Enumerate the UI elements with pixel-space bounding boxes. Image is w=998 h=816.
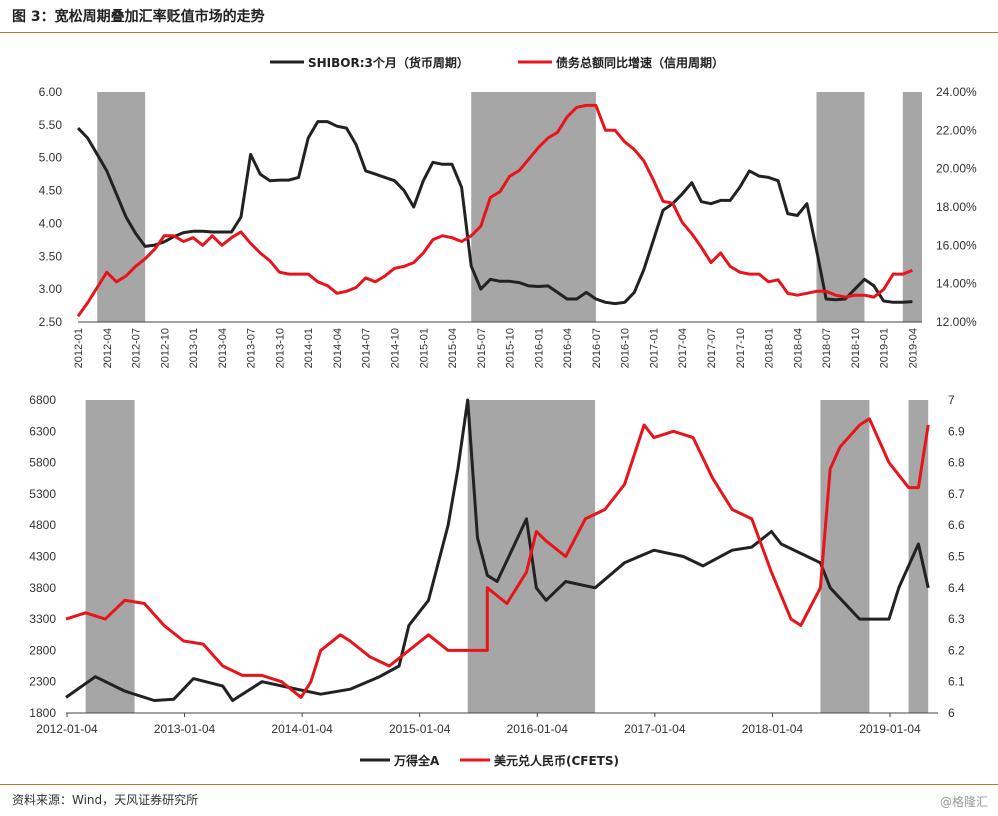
- x-tick-label: 2015-01: [418, 328, 430, 368]
- x-tick-label: 2016-04: [562, 328, 574, 368]
- x-tick-label: 2016-07: [591, 328, 603, 368]
- legend-label-windA: 万得全A: [393, 753, 440, 768]
- x-tick-label: 2017-01: [648, 328, 660, 368]
- y-left-tick-label: 5.00: [39, 151, 63, 165]
- x-tick-label: 2014-01-04: [271, 722, 333, 736]
- y-left-tick-label: 4.50: [39, 184, 63, 198]
- x-tick-label: 2015-01-04: [389, 722, 451, 736]
- y-right-tick-label: 18.00%: [936, 200, 977, 214]
- shaded-period-4: [908, 400, 929, 713]
- x-tick-label: 2017-07: [706, 328, 718, 368]
- y-right-tick-label: 24.00%: [936, 85, 977, 99]
- y-left-tick-label: 2800: [29, 643, 56, 657]
- y-right-tick-label: 6.5: [948, 550, 965, 564]
- y-right-tick-label: 6: [948, 706, 955, 720]
- series-line-red: [65, 417, 930, 699]
- y-left-tick-label: 2300: [29, 675, 56, 689]
- chart2-legend: 万得全A 美元兑人民币(CFETS): [360, 753, 619, 768]
- x-tick-label: 2013-01-04: [154, 722, 216, 736]
- x-tick-label: 2013-04: [217, 328, 229, 368]
- bottom-rule: [0, 784, 998, 785]
- legend-label-debt: 债务总额同比增速（信用周期）: [556, 55, 724, 70]
- x-tick-label: 2015-07: [476, 328, 488, 368]
- x-tick-label: 2012-01: [73, 328, 85, 368]
- y-left-tick-label: 3.50: [39, 249, 63, 263]
- y-left-tick-label: 5800: [29, 456, 56, 470]
- y-right-tick-label: 14.00%: [936, 277, 977, 291]
- y-left-tick-label: 5300: [29, 487, 56, 501]
- x-tick-label: 2015-04: [447, 328, 459, 368]
- top-rule: [0, 32, 998, 33]
- y-left-tick-label: 3.00: [39, 282, 63, 296]
- x-tick-label: 2014-10: [390, 328, 402, 368]
- x-tick-label: 2012-01-04: [36, 722, 98, 736]
- y-right-tick-label: 16.00%: [936, 238, 977, 252]
- y-left-tick-label: 3800: [29, 581, 56, 595]
- y-left-tick-label: 6.00: [39, 85, 63, 99]
- x-tick-label: 2019-01: [879, 328, 891, 368]
- chart1-plot: 6.00 5.50 5.00 4.50 4.00 3.50 3.00 2.50 24.00% 22…: [39, 85, 977, 368]
- figure-title: 图 3：宽松周期叠加汇率贬值市场的走势: [12, 9, 265, 25]
- y-right-tick-label: 6.8: [948, 456, 965, 470]
- watermark: @格隆汇: [939, 795, 988, 809]
- x-tick-label: 2018-04: [792, 328, 804, 368]
- chart1-legend: SHIBOR:3个月（货币周期） 债务总额同比增速（信用周期）: [270, 55, 724, 70]
- y-left-tick-label: 4300: [29, 550, 56, 564]
- shaded-period-2: [471, 92, 596, 322]
- x-tick-label: 2014-07: [361, 328, 373, 368]
- series-line-black: [76, 120, 913, 306]
- y-left-tick-label: 5.50: [39, 118, 63, 132]
- shaded-period-1: [85, 400, 135, 713]
- y-right-tick-label: 22.00%: [936, 123, 977, 137]
- x-tick-label: 2018-01: [764, 328, 776, 368]
- x-tick-label: 2012-10: [159, 328, 171, 368]
- x-tick-label: 2015-10: [505, 328, 517, 368]
- shaded-period-4: [902, 92, 922, 322]
- y-left-tick-label: 2.50: [39, 315, 63, 329]
- x-tick-label: 2018-07: [821, 328, 833, 368]
- y-left-tick-label: 1800: [29, 706, 56, 720]
- x-tick-label: 2016-01: [533, 328, 545, 368]
- x-tick-label: 2018-01-04: [742, 722, 804, 736]
- x-tick-label: 2014-04: [332, 328, 344, 368]
- y-right-tick-label: 6.1: [948, 675, 965, 689]
- x-tick-label: 2017-10: [735, 328, 747, 368]
- y-right-tick-label: 6.4: [948, 581, 965, 595]
- x-tick-label: 2019-01-04: [859, 722, 921, 736]
- x-tick-label: 2014-01: [303, 328, 315, 368]
- y-left-tick-label: 4800: [29, 518, 56, 532]
- x-tick-label: 2013-07: [246, 328, 258, 368]
- y-right-tick-label: 6.3: [948, 612, 965, 626]
- y-left-tick-label: 6300: [29, 424, 56, 438]
- y-right-tick-label: 6.2: [948, 643, 965, 657]
- y-right-tick-label: 6.6: [948, 518, 965, 532]
- x-tick-label: 2013-10: [274, 328, 286, 368]
- x-tick-label: 2018-10: [850, 328, 862, 368]
- y-right-tick-label: 6.7: [948, 487, 965, 501]
- legend-label-shibor: SHIBOR:3个月（货币周期）: [308, 55, 469, 70]
- x-tick-label: 2016-01-04: [507, 722, 569, 736]
- y-left-tick-label: 6800: [29, 393, 56, 407]
- series-line-red: [76, 103, 913, 318]
- x-tick-label: 2012-04: [102, 328, 114, 368]
- x-tick-label: 2013-01: [188, 328, 200, 368]
- y-right-tick-label: 7: [948, 393, 955, 407]
- y-right-tick-label: 6.9: [948, 424, 965, 438]
- y-right-tick-label: 20.00%: [936, 162, 977, 176]
- y-left-tick-label: 4.00: [39, 216, 63, 230]
- y-right-tick-label: 12.00%: [936, 315, 977, 329]
- shaded-period-3: [820, 400, 870, 713]
- series-line-black: [65, 398, 930, 702]
- x-tick-label: 2019-04: [907, 328, 919, 368]
- x-tick-label: 2012-07: [131, 328, 143, 368]
- y-left-tick-label: 3300: [29, 612, 56, 626]
- legend-label-usdcny: 美元兑人民币(CFETS): [494, 753, 619, 768]
- chart2-plot: 6800 6300 5800 5300 4800 4300 3800 3300 2800 2300…: [29, 393, 965, 736]
- x-tick-label: 2016-10: [620, 328, 632, 368]
- x-tick-label: 2017-04: [677, 328, 689, 368]
- x-tick-label: 2017-01-04: [624, 722, 686, 736]
- source-note: 资料来源：Wind，天风证券研究所: [12, 793, 199, 807]
